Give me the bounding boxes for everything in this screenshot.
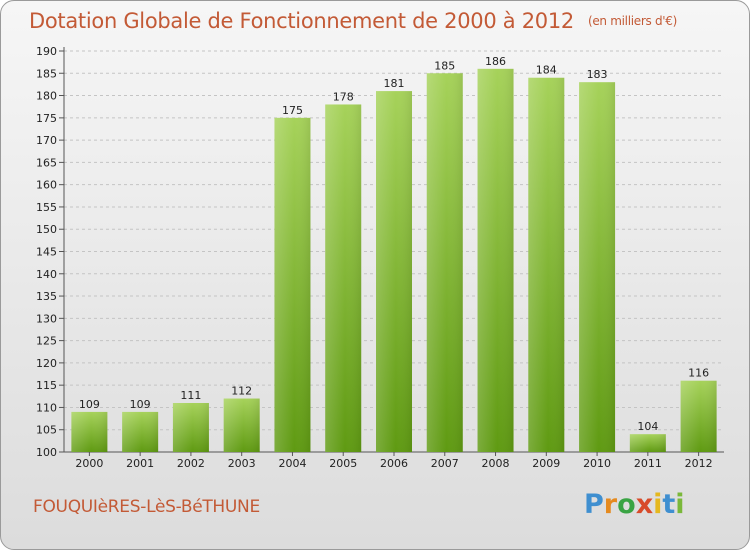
bar-shading (71, 411, 108, 452)
y-tick-label: 155 (36, 201, 57, 214)
y-tick-label: 165 (36, 156, 57, 169)
x-tick-label: 2008 (482, 457, 510, 470)
chart-title-text: Dotation Globale de Fonctionnement de 20… (29, 9, 574, 33)
x-tick-label: 2012 (685, 457, 713, 470)
x-tick-label: 2004 (278, 457, 306, 470)
logo-letter: r (603, 489, 618, 520)
logo-letter: t (662, 489, 676, 520)
data-label: 185 (434, 59, 455, 72)
bar-shading (223, 398, 260, 452)
y-tick-label: 145 (36, 246, 57, 259)
data-label: 109 (130, 398, 151, 411)
y-tick-label: 180 (36, 90, 57, 103)
chart-title: Dotation Globale de Fonctionnement de 20… (29, 9, 677, 33)
bar-shading (325, 104, 362, 452)
data-label: 109 (79, 398, 100, 411)
x-tick-label: 2002 (177, 457, 205, 470)
logo-letter: i (675, 489, 685, 520)
bar-shading (274, 117, 311, 452)
x-tick-label: 2005 (329, 457, 357, 470)
y-tick-label: 150 (36, 223, 57, 236)
commune-name: FOUQUIèRES-LèS-BéTHUNE (33, 497, 260, 517)
bar-shading (680, 380, 717, 452)
x-tick-label: 2011 (634, 457, 662, 470)
y-tick-label: 140 (36, 268, 57, 281)
logo-letter: P (584, 489, 604, 520)
x-tick-label: 2010 (583, 457, 611, 470)
data-label: 104 (637, 420, 658, 433)
data-label: 111 (180, 389, 201, 402)
bar-shading (528, 77, 565, 452)
labels: 100 105 110 115 120 125 130 135 140 145 150 155 160 1… (36, 45, 713, 470)
bar-shading (122, 411, 159, 452)
x-tick-label: 2003 (228, 457, 256, 470)
y-tick-label: 100 (36, 446, 57, 459)
y-tick-label: 170 (36, 134, 57, 147)
data-label: 175 (282, 104, 303, 117)
bar-shading (172, 402, 209, 452)
y-tick-label: 110 (36, 401, 57, 414)
y-tick-label: 175 (36, 112, 57, 125)
y-tick-label: 115 (36, 379, 57, 392)
bar-shading (477, 68, 514, 453)
y-tick-label: 105 (36, 424, 57, 437)
bar-shading (376, 91, 412, 452)
proxiti-logo: Proxiti (584, 489, 685, 520)
data-label: 116 (688, 367, 709, 380)
data-label: 184 (536, 64, 557, 77)
logo-letter: o (617, 489, 636, 520)
data-label: 181 (384, 77, 405, 90)
data-label: 178 (333, 90, 354, 103)
y-tick-label: 160 (36, 179, 57, 192)
y-tick-label: 135 (36, 290, 57, 303)
y-tick-label: 190 (36, 45, 57, 58)
x-tick-label: 2009 (532, 457, 560, 470)
y-tick-label: 125 (36, 335, 57, 348)
y-tick-label: 185 (36, 67, 57, 80)
x-tick-label: 2007 (431, 457, 459, 470)
x-tick-label: 2001 (126, 457, 154, 470)
bar-shading (579, 82, 616, 452)
chart-unit: (en milliers d'€) (587, 14, 677, 28)
y-tick-label: 130 (36, 312, 57, 325)
x-tick-label: 2006 (380, 457, 408, 470)
logo-letter: x (635, 489, 654, 520)
bar-shading (426, 73, 463, 453)
x-tick-label: 2000 (75, 457, 103, 470)
bars (71, 68, 717, 453)
logo-letter: i (653, 489, 663, 520)
y-tick-label: 120 (36, 357, 57, 370)
bar-shading (629, 434, 666, 452)
data-label: 186 (485, 55, 506, 68)
data-label: 183 (587, 68, 608, 81)
data-label: 112 (231, 385, 252, 398)
